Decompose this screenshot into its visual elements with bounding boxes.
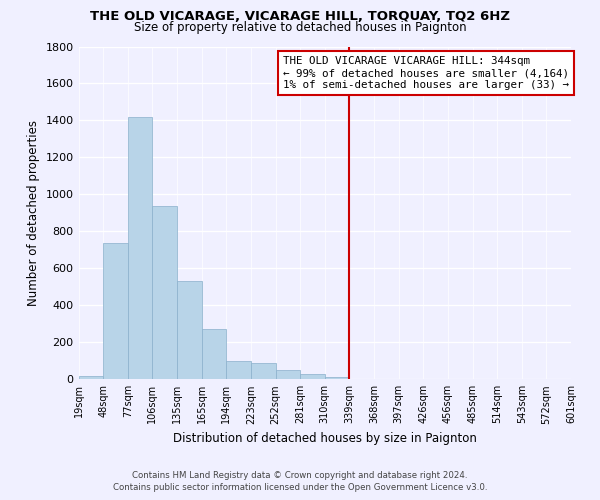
Bar — [79, 376, 103, 380]
Bar — [103, 244, 128, 380]
X-axis label: Distribution of detached houses by size in Paignton: Distribution of detached houses by size … — [173, 432, 477, 445]
Bar — [275, 370, 300, 380]
Text: Contains HM Land Registry data © Crown copyright and database right 2024.
Contai: Contains HM Land Registry data © Crown c… — [113, 471, 487, 492]
Text: THE OLD VICARAGE VICARAGE HILL: 344sqm
← 99% of detached houses are smaller (4,1: THE OLD VICARAGE VICARAGE HILL: 344sqm ←… — [283, 56, 569, 90]
Bar — [226, 361, 251, 380]
Y-axis label: Number of detached properties: Number of detached properties — [27, 120, 40, 306]
Bar — [202, 330, 226, 380]
Text: THE OLD VICARAGE, VICARAGE HILL, TORQUAY, TQ2 6HZ: THE OLD VICARAGE, VICARAGE HILL, TORQUAY… — [90, 10, 510, 23]
Bar — [325, 378, 349, 380]
Bar — [128, 117, 152, 380]
Bar — [177, 282, 202, 380]
Bar — [152, 206, 177, 380]
Text: Size of property relative to detached houses in Paignton: Size of property relative to detached ho… — [134, 21, 466, 34]
Bar — [300, 374, 325, 380]
Bar — [251, 362, 275, 380]
